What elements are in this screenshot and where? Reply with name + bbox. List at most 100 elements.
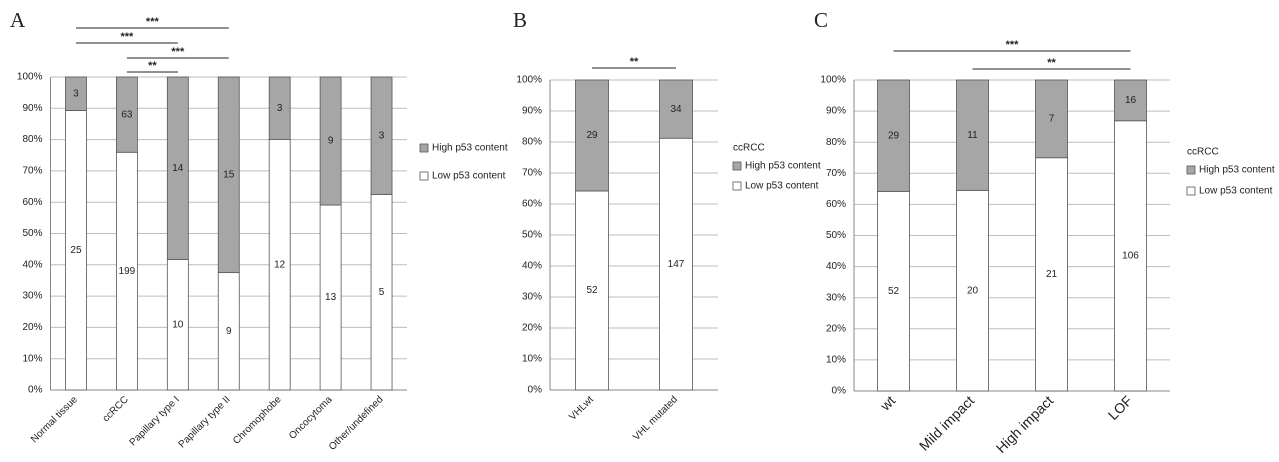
y-tick-label: 40%: [826, 261, 846, 272]
bar-segment: [1114, 79, 1147, 122]
y-tick-label: 60%: [22, 197, 42, 208]
bar-segment: [370, 76, 393, 195]
y-tick-label: 90%: [826, 106, 846, 117]
x-tick-label: wt: [876, 392, 898, 414]
y-tick-label: 10%: [826, 355, 846, 366]
y-tick-label: 10%: [522, 354, 542, 365]
y-tick-label: 40%: [22, 259, 42, 270]
x-tick-label: Normal tissue: [29, 394, 80, 445]
panel-label: C: [814, 8, 828, 32]
y-tick-label: 90%: [522, 106, 542, 117]
y-tick-label: 0%: [28, 385, 43, 396]
legend-title: ccRCC: [733, 143, 765, 154]
value-label: 15: [223, 169, 235, 180]
y-tick-label: 50%: [826, 230, 846, 241]
significance-label: ***: [1006, 39, 1020, 51]
bar-segment: [166, 76, 189, 260]
y-tick-label: 20%: [522, 323, 542, 334]
value-label: 52: [888, 286, 900, 297]
bar-segment: [1035, 157, 1068, 392]
value-label: 199: [119, 266, 136, 277]
legend-swatch: [1186, 186, 1196, 196]
bar-segment: [217, 76, 240, 274]
panel-label: A: [10, 8, 26, 32]
bar-segment: [575, 79, 609, 192]
y-tick-label: 80%: [522, 137, 542, 148]
x-tick-label: Mild impact: [916, 392, 977, 453]
bar-segment: [1035, 79, 1068, 159]
bar-segment: [956, 189, 989, 392]
y-tick-label: 40%: [522, 261, 542, 272]
significance-label: **: [148, 60, 157, 72]
value-label: 52: [586, 285, 598, 296]
x-tick-label: VHL mutated: [631, 394, 680, 443]
legend-label: High p53 content: [745, 161, 821, 172]
value-label: 29: [586, 130, 598, 141]
significance-label: ***: [171, 46, 185, 58]
legend-label: Low p53 content: [1199, 186, 1273, 197]
value-label: 25: [70, 245, 82, 256]
significance-label: **: [630, 56, 639, 68]
legend-label: High p53 content: [1199, 165, 1275, 176]
bar-segment: [956, 79, 989, 191]
significance-label: **: [1047, 57, 1056, 69]
value-label: 7: [1049, 114, 1055, 125]
x-tick-label: Papillary type I: [128, 394, 182, 448]
bar-segment: [65, 76, 87, 111]
y-tick-label: 10%: [22, 353, 42, 364]
legend-swatch: [732, 161, 742, 171]
value-label: 21: [1046, 269, 1058, 280]
y-tick-label: 30%: [22, 291, 42, 302]
significance-label: ***: [120, 31, 134, 43]
legend-swatch: [1186, 165, 1196, 175]
y-tick-label: 0%: [832, 386, 847, 397]
value-label: 10: [172, 319, 184, 330]
y-tick-label: 80%: [826, 137, 846, 148]
value-label: 16: [1125, 95, 1137, 106]
bar-segment: [115, 76, 138, 153]
y-tick-label: 50%: [522, 230, 542, 241]
x-tick-label: LOF: [1105, 392, 1136, 423]
x-tick-label: Oncocytoma: [287, 394, 335, 442]
x-tick-label: Papillary type II: [177, 394, 233, 450]
legend-swatch: [419, 143, 429, 153]
y-tick-label: 30%: [522, 292, 542, 303]
value-label: 5: [379, 287, 385, 298]
legend-label: Low p53 content: [432, 171, 506, 182]
y-tick-label: 60%: [826, 199, 846, 210]
value-label: 34: [670, 104, 682, 115]
bar-segment: [659, 137, 693, 391]
x-tick-label: Other/undefined: [327, 394, 385, 452]
value-label: 9: [328, 136, 334, 147]
bar-segment: [1114, 120, 1147, 392]
y-tick-label: 80%: [22, 134, 42, 145]
bar-segment: [659, 79, 693, 139]
y-tick-label: 30%: [826, 292, 846, 303]
bar-segment: [877, 79, 910, 192]
y-tick-label: 20%: [22, 322, 42, 333]
value-label: 13: [325, 292, 337, 303]
value-label: 11: [967, 130, 978, 141]
y-tick-label: 90%: [22, 103, 42, 114]
legend-title: ccRCC: [1187, 147, 1219, 158]
y-tick-label: 100%: [820, 75, 846, 86]
y-tick-label: 70%: [522, 168, 542, 179]
bar-segment: [319, 76, 342, 206]
legend-swatch: [419, 171, 429, 181]
panel-label: B: [513, 8, 527, 32]
y-tick-label: 50%: [22, 228, 42, 239]
bar-segment: [575, 190, 609, 391]
bar-segment: [268, 76, 291, 140]
value-label: 3: [73, 88, 79, 99]
x-tick-label: VHLwt: [567, 394, 596, 423]
x-tick-label: ccRCC: [101, 394, 131, 424]
x-tick-label: Chromophobe: [231, 394, 284, 447]
y-tick-label: 0%: [528, 385, 543, 396]
value-label: 9: [226, 326, 232, 337]
value-label: 29: [888, 130, 900, 141]
y-tick-label: 70%: [22, 166, 42, 177]
legend-label: High p53 content: [432, 143, 508, 154]
y-tick-label: 100%: [17, 72, 43, 83]
value-label: 12: [274, 259, 286, 270]
